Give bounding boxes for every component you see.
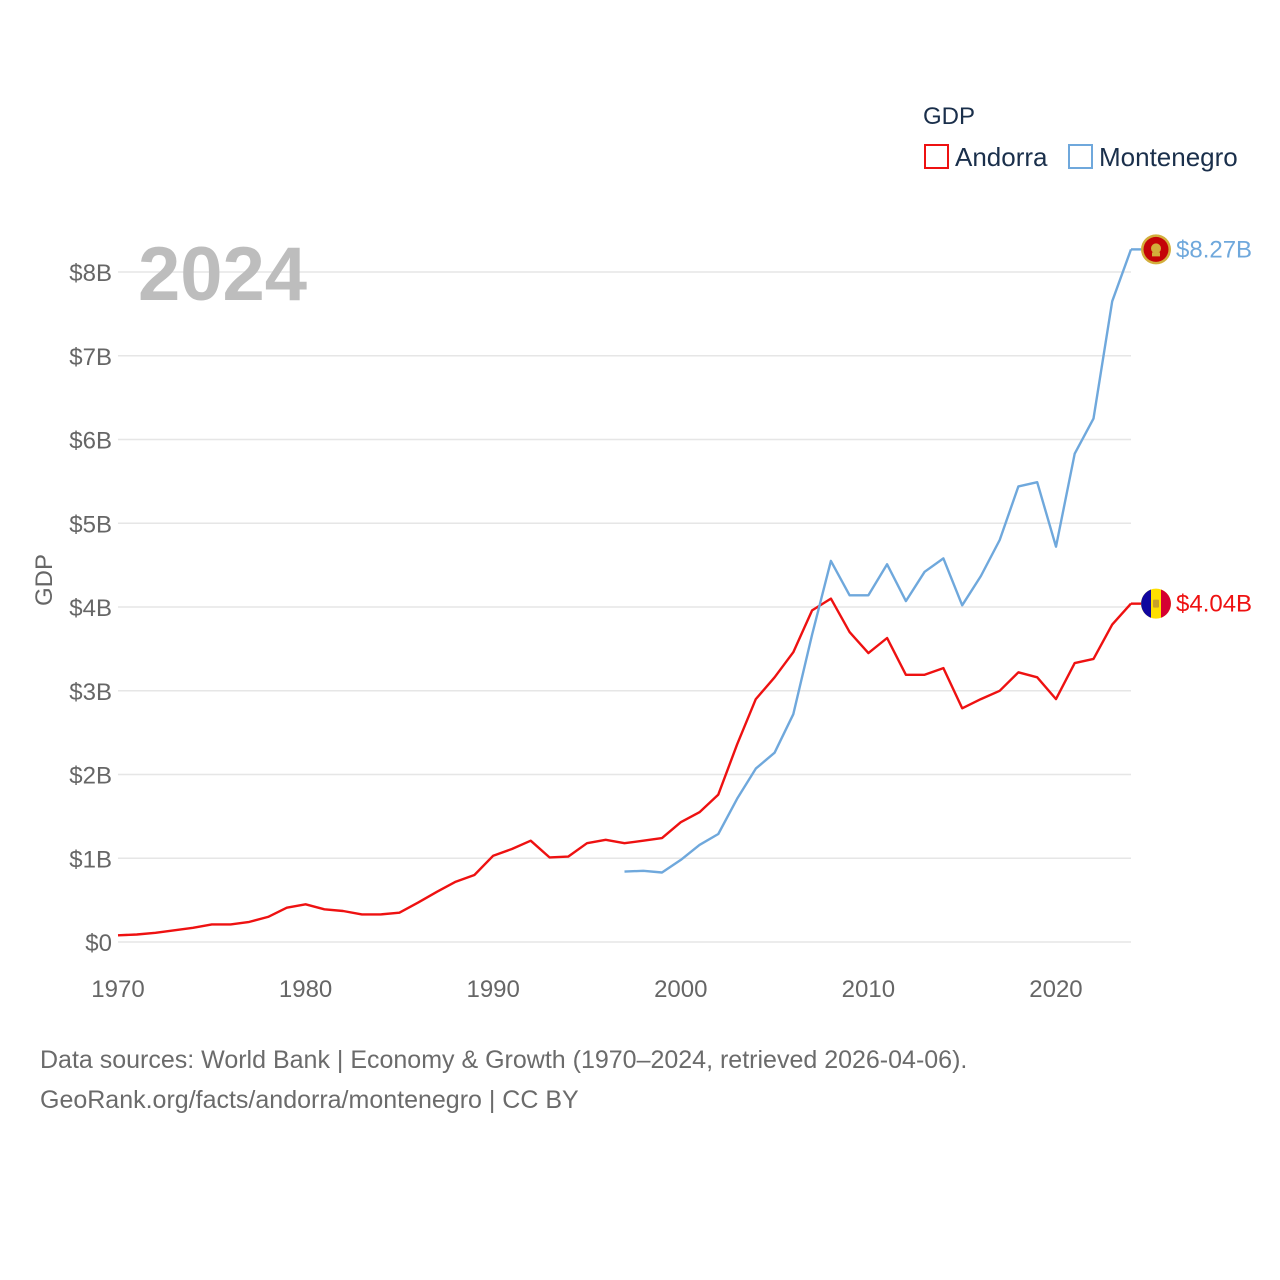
y-tick-label: $4B [69,595,112,622]
data-source-note: Data sources: World Bank | Economy & Gro… [40,1040,967,1120]
series-lines [117,248,1141,937]
y-tick-label: $0 [85,930,112,957]
gdp-line-chart: $0 $1B $2B $3B $4B $5B $6B $7B $8B 1970 1980 1990 2… [31,103,1252,1003]
x-tick-label: 2000 [654,976,707,1003]
y-axis-ticks: $0 $1B $2B $3B $4B $5B $6B $7B $8B [69,260,112,957]
end-value-label-montenegro: $8.27B [1176,236,1252,263]
x-tick-label: 1990 [466,976,519,1003]
year-watermark: 2024 [138,232,307,317]
x-tick-label: 1980 [279,976,332,1003]
montenegro-flag-icon [1141,234,1171,265]
x-tick-label: 2010 [842,976,895,1003]
series-line-andorra [117,597,1132,937]
source-line-1: Data sources: World Bank | Economy & Gro… [40,1046,968,1074]
y-tick-label: $7B [69,344,112,371]
x-tick-label: 2020 [1029,976,1082,1003]
legend-title: GDP [923,103,975,130]
legend-item-andorra[interactable]: Andorra [924,142,1048,172]
y-tick-label: $1B [69,846,112,873]
andorra-flag-icon [1141,588,1171,619]
end-value-label-andorra: $4.04B [1176,591,1252,618]
legend-label-montenegro: Montenegro [1099,142,1238,172]
gridlines [118,271,1131,943]
end-markers: $4.04B $8.27B [1141,234,1252,619]
legend-swatch-montenegro [1068,144,1093,169]
legend-item-montenegro[interactable]: Montenegro [1068,142,1238,172]
y-tick-label: $5B [69,511,112,538]
legend[interactable]: GDP Andorra Montenegro [923,103,1238,172]
legend-swatch-andorra [924,144,949,169]
y-tick-label: $3B [69,679,112,706]
source-link[interactable]: GeoRank.org/facts/andorra/montenegro | C… [40,1086,579,1114]
y-tick-label: $8B [69,260,112,287]
y-axis-title: GDP [31,554,58,606]
legend-label-andorra: Andorra [955,142,1048,172]
y-tick-label: $2B [69,763,112,790]
x-axis-ticks: 1970 1980 1990 2000 2010 2020 [91,976,1082,1003]
y-tick-label: $6B [69,428,112,455]
series-line-montenegro [624,248,1133,874]
x-tick-label: 1970 [91,976,144,1003]
